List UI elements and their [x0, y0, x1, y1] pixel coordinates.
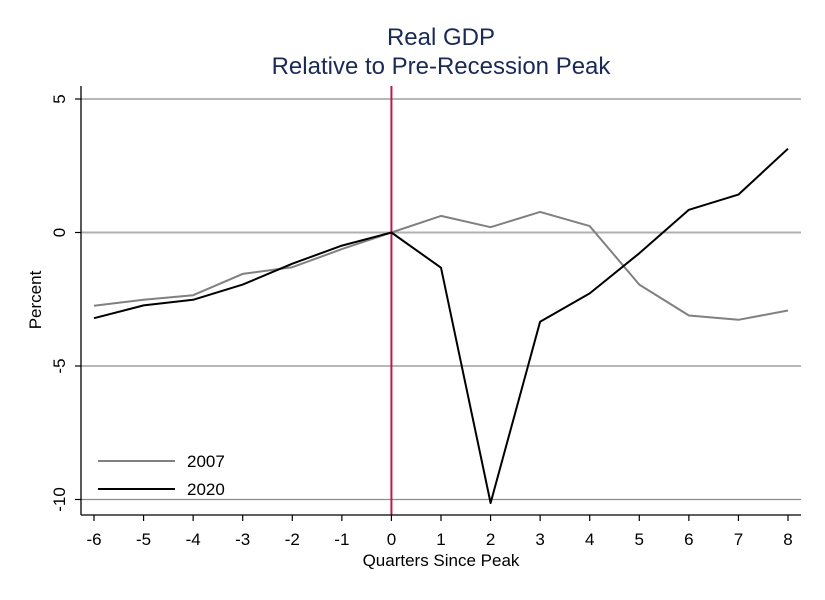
x-axis-title: Quarters Since Peak: [363, 551, 520, 570]
legend-label-2020: 2020: [187, 480, 225, 499]
legend-label-2007: 2007: [187, 452, 225, 471]
x-tick-label: -6: [86, 530, 101, 549]
x-tick-label: -5: [136, 530, 151, 549]
y-tick-label: 5: [50, 94, 69, 103]
x-axis-ticks: -6 -5 -4 -3 -2 -1 0 1 2 3 4 5 6 7 8: [86, 515, 793, 549]
series-lines: [93, 147, 789, 504]
x-tick-label: 5: [635, 530, 644, 549]
y-tick-label: 0: [50, 228, 69, 237]
x-tick-label: -4: [186, 530, 201, 549]
gridlines: [81, 98, 801, 501]
chart-title: Real GDP: [387, 24, 495, 51]
x-tick-label: 3: [535, 530, 544, 549]
x-tick-label: 2: [486, 530, 495, 549]
y-tick-label: -5: [50, 358, 69, 373]
x-tick-label: -1: [334, 530, 349, 549]
y-axis-ticks: 5 0 -5 -10: [50, 94, 81, 512]
x-tick-label: 6: [684, 530, 693, 549]
x-tick-label: 4: [585, 530, 594, 549]
series-line-2007: [93, 210, 789, 321]
x-tick-label: 8: [783, 530, 792, 549]
x-tick-label: -3: [235, 530, 250, 549]
y-tick-label: -10: [50, 487, 69, 512]
chart-subtitle: Relative to Pre-Recession Peak: [272, 53, 612, 80]
x-tick-label: 7: [734, 530, 743, 549]
x-tick-label: 0: [387, 530, 396, 549]
y-axis-title: Percent: [26, 270, 45, 329]
x-tick-label: 1: [436, 530, 445, 549]
series-line-2020: [93, 147, 789, 504]
x-tick-label: -2: [285, 530, 300, 549]
legend: 2007 2020: [98, 452, 225, 499]
